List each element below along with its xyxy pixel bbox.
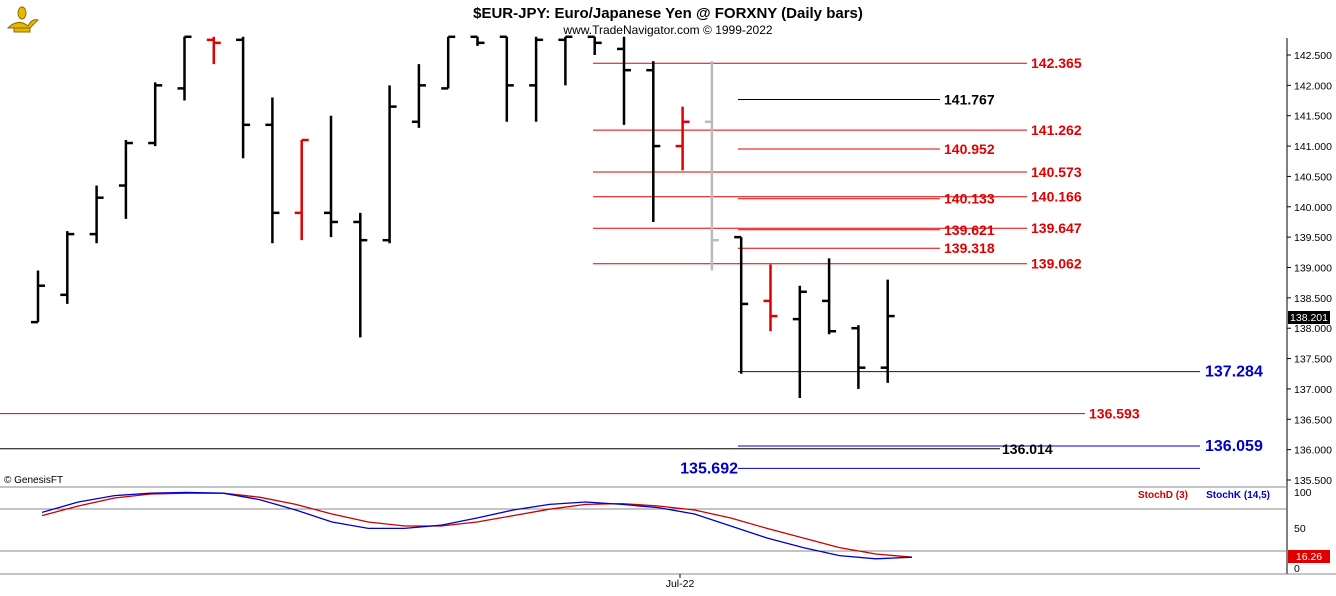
level-label-136.593: 136.593	[1089, 406, 1140, 422]
ohlc-bar	[675, 106, 690, 171]
ohlc-bar	[470, 35, 485, 46]
ohlc-bar	[587, 35, 602, 55]
ohlc-bar	[529, 36, 544, 122]
stoch-last-tag	[1288, 550, 1330, 563]
ohlc-bar	[822, 258, 837, 335]
stoch-k-legend: StochK (14,5)	[1206, 490, 1270, 501]
level-label-141.767: 141.767	[944, 92, 995, 108]
level-label-142.365: 142.365	[1031, 55, 1082, 71]
stoch-tick-50: 50	[1294, 523, 1306, 535]
ohlc-bar	[441, 35, 456, 90]
stoch-k-line	[41, 491, 913, 560]
level-label-135.692: 135.692	[680, 460, 738, 477]
price-tick-label: 137.000	[1294, 384, 1332, 396]
chart-subtitle: www.TradeNavigator.com © 1999-2022	[562, 23, 772, 37]
logo-icon	[6, 6, 39, 33]
stoch-last-value: 16.26	[1296, 551, 1322, 563]
price-tick-label: 140.500	[1294, 171, 1332, 183]
price-tick-label: 141.000	[1294, 141, 1332, 153]
ohlc-bar	[646, 61, 661, 222]
price-axis: 142.500 142.000 141.500 141.000 140.500 140.0…	[1287, 50, 1332, 487]
stoch-tick-100: 100	[1294, 487, 1312, 499]
ohlc-bar	[236, 36, 251, 159]
ohlc-bar	[353, 212, 368, 338]
bars-layer	[31, 35, 895, 399]
price-tick-label: 137.500	[1294, 354, 1332, 366]
copyright-tag: © GenesisFT	[4, 475, 63, 486]
level-label-136.059: 136.059	[1205, 438, 1263, 455]
level-label-140.133: 140.133	[944, 191, 995, 207]
levels-layer: 142.365 141.767 141.262 140.952 140.573 140.1…	[0, 55, 1263, 477]
last-price-tag	[1288, 311, 1330, 324]
stoch-tick-0: 0	[1294, 563, 1300, 575]
ohlc-bar	[880, 279, 895, 383]
level-label-136.014: 136.014	[1002, 441, 1053, 457]
level-label-141.262: 141.262	[1031, 122, 1082, 138]
ohlc-bar	[294, 138, 309, 241]
level-label-140.952: 140.952	[944, 141, 995, 157]
ohlc-bar	[734, 235, 749, 374]
ohlc-bar	[60, 231, 75, 304]
level-label-139.647: 139.647	[1031, 220, 1082, 236]
level-label-139.318: 139.318	[944, 240, 995, 256]
stoch-panel: StochD (3) StochK (14,5) 100 50 0 16.26	[0, 487, 1336, 575]
ohlc-bar	[617, 36, 631, 125]
price-tick-label: 135.500	[1294, 475, 1332, 487]
ohlc-bar	[499, 35, 514, 122]
price-tick-label: 138.000	[1294, 323, 1332, 335]
ohlc-bar	[148, 82, 163, 147]
level-label-140.166: 140.166	[1031, 189, 1082, 205]
price-tick-label: 142.500	[1294, 50, 1332, 62]
ohlc-bar	[177, 35, 192, 101]
ohlc-bar	[851, 325, 866, 389]
price-tick-label: 138.500	[1294, 293, 1332, 305]
ohlc-bar	[763, 264, 778, 332]
price-tick-label: 139.500	[1294, 232, 1332, 244]
price-tick-label: 136.000	[1294, 445, 1332, 457]
ohlc-bar	[118, 140, 133, 219]
level-label-139.621: 139.621	[944, 222, 995, 238]
price-tick-label: 139.000	[1294, 263, 1332, 275]
stoch-d-line	[41, 492, 913, 558]
ohlc-bar	[324, 115, 338, 238]
ohlc-bar	[89, 185, 104, 244]
price-tick-label: 136.500	[1294, 414, 1332, 426]
level-label-139.062: 139.062	[1031, 256, 1082, 272]
date-label: Jul-22	[666, 578, 695, 590]
ohlc-bar	[558, 35, 573, 86]
price-tick-label: 141.500	[1294, 111, 1332, 123]
last-price-label: 138.201	[1290, 312, 1328, 324]
level-label-137.284: 137.284	[1205, 364, 1263, 381]
ohlc-bar	[704, 61, 719, 271]
ohlc-bar	[265, 97, 280, 244]
price-tick-label: 140.000	[1294, 202, 1332, 214]
price-tick-label: 142.000	[1294, 80, 1332, 92]
ohlc-bar	[382, 85, 397, 244]
ohlc-bar	[792, 285, 807, 399]
ohlc-bar	[206, 36, 221, 65]
ohlc-bar	[411, 64, 426, 128]
chart-title: $EUR-JPY: Euro/Japanese Yen @ FORXNY (Da…	[473, 5, 863, 22]
ohlc-bar	[31, 270, 45, 324]
level-label-140.573: 140.573	[1031, 164, 1082, 180]
stoch-d-legend: StochD (3)	[1138, 490, 1188, 501]
